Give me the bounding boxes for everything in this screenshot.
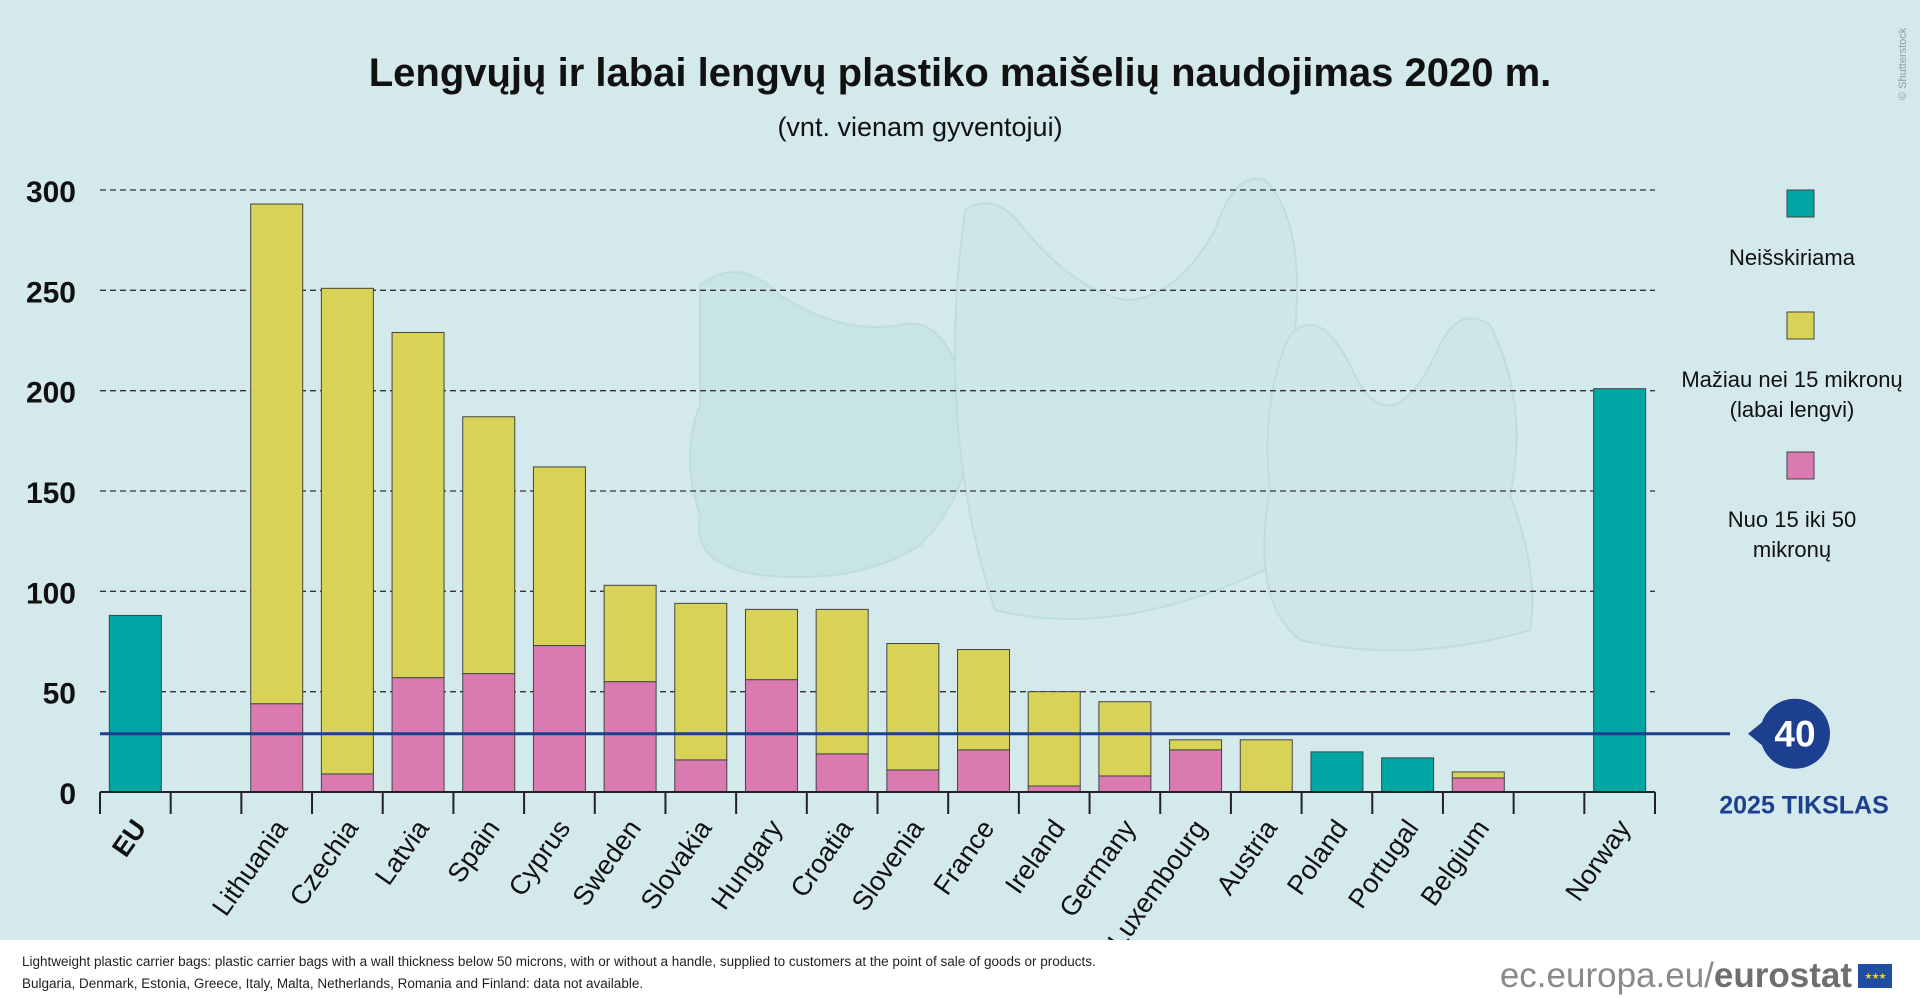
bar-segment [320, 773, 374, 793]
bar-segment [603, 681, 657, 793]
footer: Lightweight plastic carrier bags: plasti… [0, 940, 1920, 1008]
target-value-label: 40 [1774, 714, 1815, 755]
bar-segment [1027, 691, 1081, 787]
bar-segment [250, 203, 304, 705]
bar-segment [532, 466, 586, 647]
chart: © Shutterstock Lengvųjų ir labai lengvų … [26, 27, 1909, 940]
bar-segment [744, 608, 798, 681]
x-tick-label: France [928, 814, 1001, 900]
x-tick-label: Slovenia [846, 813, 931, 916]
bar-segment [886, 769, 940, 793]
bar-segment [320, 287, 374, 775]
y-tick-label: 50 [43, 678, 76, 711]
legend: Neišskiriama Mažiau nei 15 mikronų (labai … [1681, 189, 1903, 562]
footnote-missing-data: Bulgaria, Denmark, Estonia, Greece, Ital… [22, 976, 644, 991]
legend-swatch [1786, 311, 1815, 340]
x-tick-label: Czechia [284, 813, 365, 911]
bar-segment [391, 331, 445, 679]
x-tick-label: Hungary [705, 814, 788, 915]
legend-label: mikronų [1753, 537, 1831, 562]
chart-title: Lengvųjų ir labai lengvų plastiko maišel… [369, 51, 1552, 95]
x-tick-label: Norway [1559, 814, 1636, 907]
bar-segment [815, 753, 869, 793]
bar-segment [957, 749, 1011, 793]
brand-name: eurostat [1713, 956, 1852, 995]
bar-segment [1098, 701, 1152, 777]
x-tick-label: Slovakia [635, 813, 719, 915]
bar-segment [1169, 749, 1223, 793]
watermark-text: © Shutterstock [1897, 27, 1909, 100]
bar-segment [462, 416, 516, 675]
x-tick-label: Belgium [1415, 814, 1496, 911]
bar-segment [1310, 751, 1364, 793]
legend-swatch [1786, 189, 1815, 218]
x-tick-label: Ireland [999, 814, 1071, 899]
bar-segment [1239, 739, 1293, 793]
bar-segment [532, 645, 586, 793]
x-tick-label: Cyprus [503, 814, 577, 901]
bar-segment [1381, 757, 1435, 793]
bar-segment [744, 679, 798, 793]
y-tick-label: 150 [26, 477, 76, 510]
eurostat-logo[interactable]: ec.europa.eu/ eurostat ★★★ [1500, 956, 1892, 996]
brand-url: ec.europa.eu/ [1499, 956, 1714, 995]
gridlines [100, 189, 1655, 693]
bar-segment [1593, 388, 1647, 793]
legend-label: Neišskiriama [1729, 245, 1856, 270]
bar-segment [108, 614, 162, 793]
bar-segment [815, 608, 869, 755]
x-tick-label: Poland [1281, 814, 1354, 900]
y-tick-label: 0 [59, 778, 76, 811]
footnote-definition: Lightweight plastic carrier bags: plasti… [22, 954, 1096, 969]
y-axis: 0 50 100 150 200 250 300 [26, 176, 76, 811]
bar-segment [1451, 777, 1505, 793]
legend-label: Nuo 15 iki 50 [1728, 507, 1856, 532]
bar-segment [250, 703, 304, 793]
bar-segment [1169, 739, 1223, 751]
y-tick-label: 250 [26, 276, 76, 309]
x-tick-label: Austria [1210, 813, 1283, 900]
target-label: 2025 TIKSLAS [1719, 792, 1889, 820]
legend-label: (labai lengvi) [1730, 397, 1855, 422]
x-tick-label: Lithuania [206, 813, 294, 921]
bar-segment [1098, 775, 1152, 793]
target-marker-circle [1760, 698, 1830, 769]
legend-swatch [1786, 451, 1815, 480]
y-tick-label: 300 [26, 176, 76, 209]
bar-segment [603, 584, 657, 683]
legend-label: Mažiau nei 15 mikronų [1681, 367, 1902, 392]
bar-segment [674, 759, 728, 793]
bar-segment [886, 643, 940, 771]
chart-subtitle: (vnt. vienam gyventojui) [777, 112, 1062, 142]
target-group: 40 2025 TIKSLAS [100, 698, 1889, 820]
bar-segment [674, 602, 728, 761]
y-tick-label: 100 [26, 577, 76, 610]
eu-flag-icon: ★★★ [1858, 964, 1892, 988]
bar-segment [1451, 771, 1505, 779]
x-tick-label: Spain [441, 814, 505, 888]
x-tick-label: Portugal [1342, 814, 1424, 914]
plastic-bags-background-image [689, 177, 1534, 652]
x-tick-label: Latvia [369, 813, 435, 890]
x-tick-label: Croatia [785, 813, 860, 902]
y-tick-label: 200 [26, 377, 76, 410]
x-tick-label: EU [106, 814, 152, 862]
